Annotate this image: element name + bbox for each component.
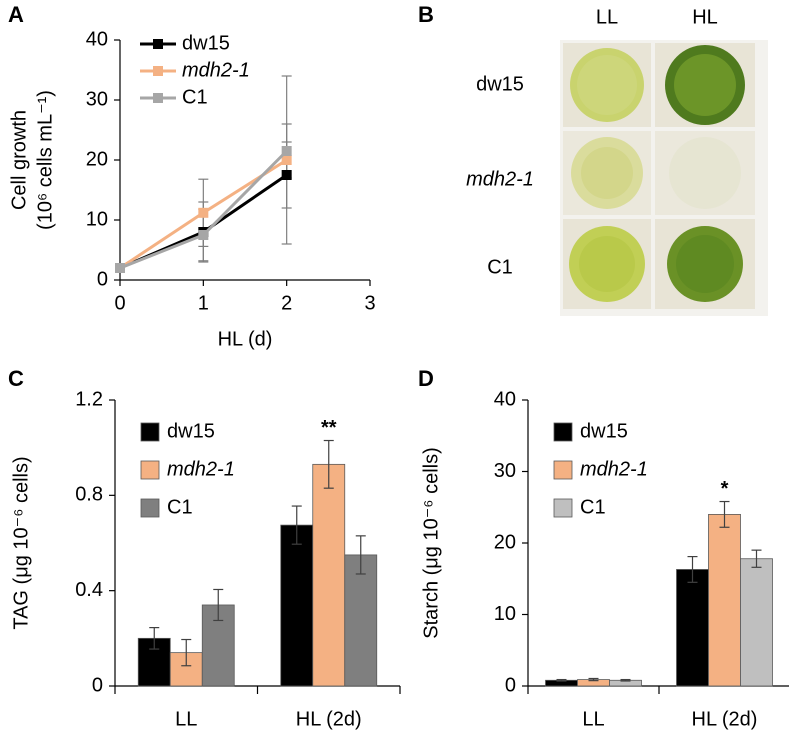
error-bar — [588, 677, 599, 682]
y-tick-label: 0 — [92, 674, 103, 696]
y-tick-label: 0.4 — [75, 579, 103, 601]
y-tick-label: 0.8 — [75, 484, 103, 506]
y-tick-label: 1.2 — [75, 388, 103, 410]
error-bar — [181, 638, 192, 667]
bar — [708, 514, 741, 687]
x-tick-label: HL (2d) — [692, 708, 758, 730]
y-axis-label: (10⁶ cells mL⁻¹) — [34, 90, 56, 230]
point-marker — [115, 263, 125, 273]
legend-swatch — [553, 498, 573, 518]
bar — [344, 554, 378, 687]
error-bar — [719, 500, 730, 528]
legend-label: mdh2-1 — [580, 458, 648, 480]
error-bar — [556, 678, 567, 682]
legend-label: dw15 — [580, 420, 628, 442]
column-label: HL — [692, 6, 718, 28]
significance-mark: * — [721, 478, 729, 500]
y-tick-label: 30 — [86, 88, 108, 110]
bar — [740, 558, 773, 687]
error-bar — [213, 588, 224, 622]
y-axis-label: Cell growth — [8, 110, 30, 210]
y-tick-label: 40 — [494, 388, 516, 410]
legend-marker — [153, 39, 163, 49]
x-tick-label: HL (2d) — [296, 708, 362, 730]
point-marker — [198, 207, 209, 218]
panel-letter: D — [418, 366, 434, 391]
y-tick-label: 10 — [86, 208, 108, 230]
x-axis-label: HL (d) — [218, 328, 273, 350]
y-tick-label: 40 — [86, 28, 108, 50]
x-tick-label: 3 — [364, 292, 375, 314]
legend-label: mdh2-1 — [182, 59, 250, 81]
legend-swatch — [140, 498, 160, 518]
error-bar — [323, 439, 334, 489]
significance-mark: ** — [321, 417, 337, 439]
bar — [280, 524, 314, 687]
legend-swatch — [553, 422, 573, 442]
panel-letter: A — [8, 2, 24, 27]
error-bar — [620, 678, 631, 682]
y-tick-label: 30 — [494, 460, 516, 482]
x-tick-label: 0 — [114, 292, 125, 314]
x-tick-label: LL — [175, 708, 197, 730]
x-tick-label: 2 — [281, 292, 292, 314]
y-tick-label: 20 — [86, 148, 108, 170]
point-marker — [281, 170, 292, 180]
legend-label: mdh2-1 — [167, 458, 235, 480]
bar — [312, 463, 346, 687]
error-bar — [751, 549, 762, 568]
row-label: mdh2-1 — [466, 168, 534, 190]
plate-photos — [563, 43, 755, 309]
y-tick-label: 20 — [494, 531, 516, 553]
legend-label: dw15 — [167, 420, 215, 442]
panel-letter: B — [418, 2, 434, 27]
y-axis-label: Starch (μg 10⁻⁶ cells) — [420, 447, 442, 638]
legend-label: dw15 — [182, 32, 230, 54]
point-marker — [281, 146, 292, 156]
error-bar — [291, 505, 302, 545]
legend-label: C1 — [580, 496, 606, 518]
error-bar — [355, 535, 366, 575]
y-tick-label: 10 — [494, 603, 516, 625]
x-tick-label: LL — [582, 708, 604, 730]
legend-swatch — [140, 460, 160, 480]
column-label: LL — [596, 6, 618, 28]
legend-swatch — [553, 460, 573, 480]
bar — [676, 569, 709, 687]
legend-swatch — [140, 422, 160, 442]
legend-label: C1 — [167, 496, 193, 518]
row-label: dw15 — [476, 73, 524, 95]
error-bar — [687, 555, 698, 583]
y-tick-label: 0 — [97, 268, 108, 290]
row-label: C1 — [487, 256, 513, 278]
x-tick-label: 1 — [198, 292, 209, 314]
legend-marker — [153, 93, 163, 103]
panel-letter: C — [8, 366, 24, 391]
y-tick-label: 0 — [505, 674, 516, 696]
point-marker — [198, 230, 209, 240]
y-axis-label: TAG (μg 10⁻⁶ cells) — [10, 456, 32, 629]
legend-label: C1 — [182, 86, 208, 108]
error-bar — [149, 627, 160, 650]
legend-marker — [153, 66, 163, 76]
point-marker — [281, 155, 292, 165]
